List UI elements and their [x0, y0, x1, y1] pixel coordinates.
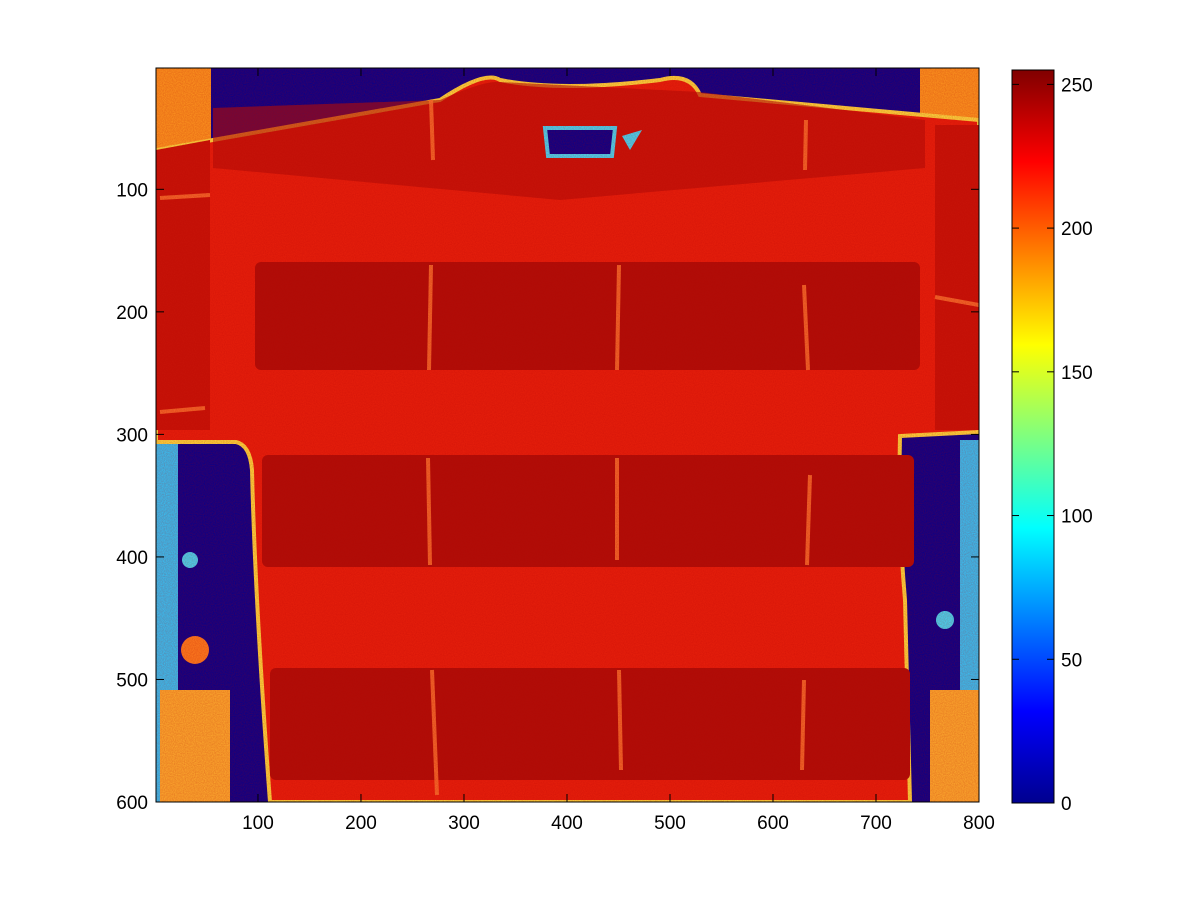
x-tick-label: 400 [551, 813, 583, 834]
y-tick-label: 600 [116, 793, 148, 814]
colorbar-tick-label: 0 [1061, 794, 1072, 815]
y-tick-label: 300 [116, 425, 148, 446]
colorbar-tick-label: 250 [1061, 75, 1093, 96]
colorbar-tick-label: 100 [1061, 507, 1093, 528]
x-tick-label: 600 [757, 813, 789, 834]
y-axis: 100 200 300 400 500 600 [116, 180, 979, 814]
x-tick-label: 100 [242, 813, 274, 834]
colorbar-axis: 0 50 100 150 200 250 [1012, 75, 1093, 815]
colorbar-tick-label: 50 [1061, 650, 1082, 671]
colorbar: 0 50 100 150 200 250 [1011, 69, 1093, 815]
x-tick-label: 800 [963, 813, 995, 834]
y-tick-label: 100 [116, 180, 148, 201]
colorbar-tick-label: 150 [1061, 363, 1093, 384]
y-tick-label: 400 [116, 548, 148, 569]
x-tick-label: 200 [345, 813, 377, 834]
x-tick-label: 500 [654, 813, 686, 834]
plot-frame [155, 67, 980, 803]
x-axis: 100 200 300 400 500 600 700 800 [242, 68, 995, 834]
y-tick-label: 200 [116, 303, 148, 324]
x-tick-label: 700 [860, 813, 892, 834]
x-tick-label: 300 [448, 813, 480, 834]
colorbar-tick-label: 200 [1061, 219, 1093, 240]
heatmap-image [156, 68, 979, 802]
colorbar-gradient [1011, 69, 1055, 804]
y-tick-label: 500 [116, 670, 148, 691]
